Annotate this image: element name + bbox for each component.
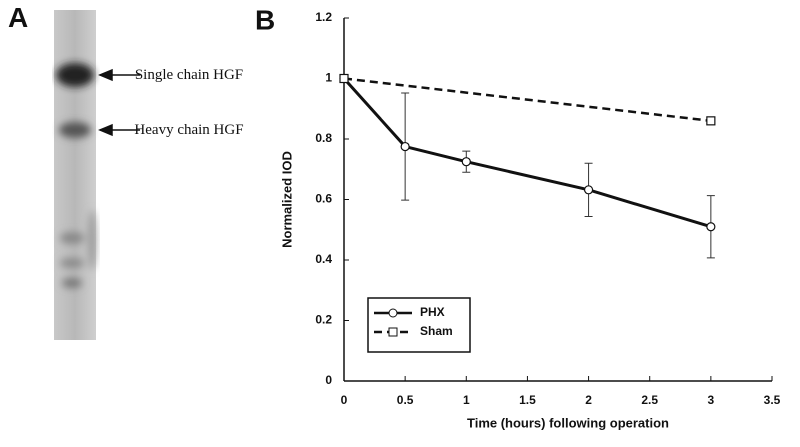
x-tick-label: 1 xyxy=(463,393,470,407)
y-tick-label: 0.4 xyxy=(315,252,332,266)
band-label: Single chain HGF xyxy=(134,67,244,83)
y-tick-label: 0 xyxy=(325,373,332,387)
gel-image xyxy=(54,10,96,340)
data-point xyxy=(339,73,349,84)
legend-label: Sham xyxy=(420,324,453,338)
legend-label: PHX xyxy=(420,305,445,319)
legend-marker xyxy=(388,308,398,318)
x-tick-label: 0 xyxy=(341,393,348,407)
y-axis-label: Normalized IOD xyxy=(279,151,294,248)
x-tick-label: 2 xyxy=(585,393,592,407)
x-axis-label: Time (hours) following operation xyxy=(467,415,669,430)
y-tick-label: 0.2 xyxy=(315,313,332,327)
data-point xyxy=(461,157,471,167)
y-tick-label: 0.8 xyxy=(315,131,332,145)
legend-marker xyxy=(388,327,398,337)
panel-label: B xyxy=(255,4,275,35)
panel-label: A xyxy=(8,2,29,33)
legend xyxy=(367,297,471,353)
series-line xyxy=(343,77,712,123)
x-tick-label: 3 xyxy=(708,393,715,407)
y-tick-label: 1 xyxy=(325,71,332,85)
y-tick-label: 0.6 xyxy=(315,192,332,206)
arrow xyxy=(98,68,140,137)
band-label: Heavy chain HGF xyxy=(134,122,244,138)
x-tick-label: 0.5 xyxy=(397,393,414,407)
x-tick-label: 3.5 xyxy=(764,393,781,407)
x-tick-label: 1.5 xyxy=(519,393,536,407)
data-point xyxy=(706,116,716,126)
data-point xyxy=(706,222,716,232)
y-tick-label: 1.2 xyxy=(315,10,332,24)
data-point xyxy=(400,141,410,152)
data-point xyxy=(583,185,594,195)
x-tick-label: 2.5 xyxy=(641,393,658,407)
